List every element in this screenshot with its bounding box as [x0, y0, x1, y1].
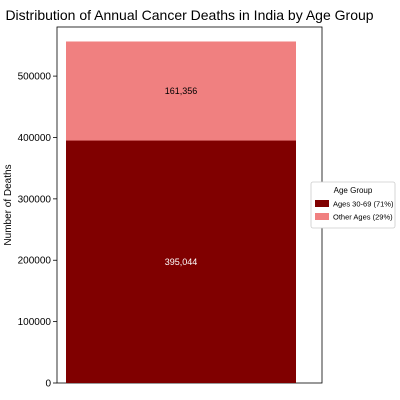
y-tick-label: 400000 — [18, 133, 52, 144]
legend-title: Age Group — [334, 186, 373, 195]
bar-value-label-1: 395,044 — [165, 257, 198, 267]
bar-segment-2 — [66, 41, 296, 141]
y-tick-label: 100000 — [18, 317, 52, 328]
bar-value-label-2: 161,356 — [165, 86, 198, 96]
y-axis-ticks: 0 100000 200000 300000 400000 500000 — [18, 72, 57, 390]
y-tick-label: 500000 — [18, 72, 52, 83]
legend-label-1: Ages 30-69 (71%) — [333, 200, 394, 209]
chart-title: Distribution of Annual Cancer Deaths in … — [5, 7, 373, 23]
legend-swatch-1 — [315, 200, 329, 207]
bars-layer: 395,044 161,356 — [66, 41, 296, 383]
legend-swatch-2 — [315, 213, 329, 220]
bar-segment-1 — [66, 140, 296, 383]
y-axis-label: Number of Deaths — [3, 164, 14, 245]
legend: Age Group Ages 30-69 (71%) Other Ages (29… — [310, 181, 396, 229]
legend-frame — [310, 181, 396, 229]
y-tick-label: 200000 — [18, 256, 52, 267]
legend-label-2: Other Ages (29%) — [333, 213, 393, 222]
legend-items: Ages 30-69 (71%) Other Ages (29%) — [315, 200, 394, 222]
y-tick-label: 300000 — [18, 194, 52, 205]
y-tick-label: 0 — [45, 379, 51, 390]
